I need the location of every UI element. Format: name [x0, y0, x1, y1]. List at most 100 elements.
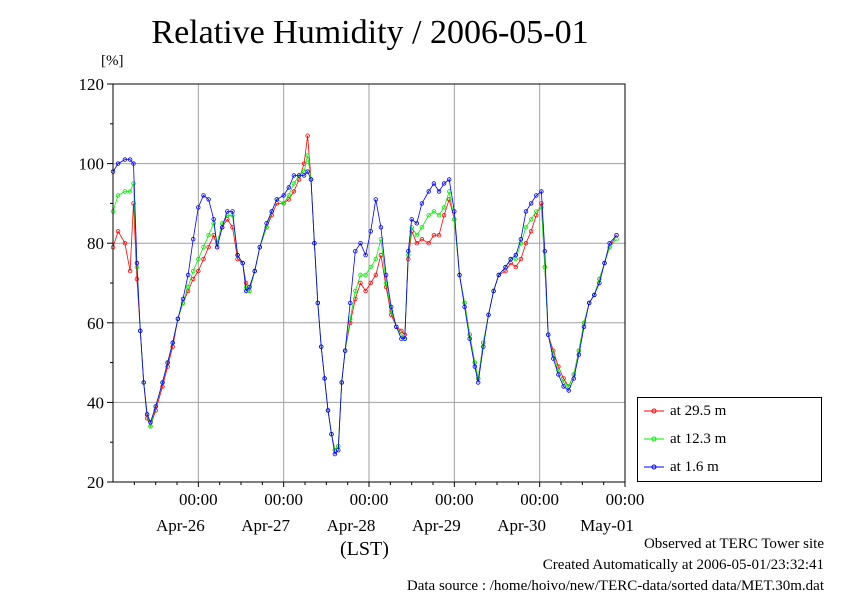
data-point: [230, 209, 235, 214]
data-point: [180, 300, 186, 306]
data-point: [551, 356, 556, 361]
data-point: [219, 225, 225, 230]
data-point: [281, 201, 286, 206]
data-point: [336, 448, 341, 453]
data-point: [286, 193, 291, 198]
data-point: [296, 173, 302, 178]
data-point: [431, 232, 437, 238]
data-point: [312, 240, 317, 246]
data-point: [447, 177, 452, 182]
data-point: [122, 157, 128, 162]
legend-label: at 29.5 m: [670, 402, 727, 419]
data-point: [426, 240, 431, 246]
data-point: [153, 404, 158, 409]
y-tick-label: 40: [87, 393, 104, 412]
data-point: [452, 217, 457, 222]
x-tick-time-label: 00:00: [435, 490, 474, 509]
legend-marker-12-3m: [644, 436, 664, 442]
data-point: [264, 221, 269, 226]
data-point: [247, 284, 252, 290]
x-tick-date-label: Apr-29: [412, 516, 461, 535]
data-point: [291, 173, 297, 178]
data-point: [301, 173, 307, 178]
data-point: [144, 412, 150, 417]
data-point: [206, 232, 211, 238]
data-point: [305, 153, 310, 158]
footer-source: Data source : /home/hoivo/new/TERC-data/…: [406, 578, 824, 594]
data-point: [389, 304, 394, 310]
y-axis-unit: [%]: [101, 53, 124, 69]
data-point: [394, 324, 399, 329]
data-point: [148, 420, 153, 425]
data-point: [196, 256, 201, 262]
data-point: [201, 244, 206, 250]
x-tick-time-label: 00:00: [520, 490, 559, 509]
data-point: [476, 380, 481, 385]
data-point: [115, 193, 121, 198]
data-point: [358, 272, 363, 278]
data-point: [339, 380, 344, 385]
data-point: [305, 169, 310, 174]
x-tick-time-label: 00:00: [179, 490, 218, 509]
data-point: [373, 272, 378, 278]
data-point: [467, 336, 472, 341]
data-point: [597, 280, 602, 286]
data-point: [542, 264, 547, 270]
data-point: [363, 288, 368, 294]
x-tick-date-label: Apr-26: [156, 516, 205, 535]
data-point: [491, 288, 496, 294]
x-tick-time-label: 00:00: [264, 490, 303, 509]
legend: at 29.5 m at 12.3 m at 1.6 m: [637, 397, 822, 482]
data-point: [419, 236, 425, 242]
footer-site: Observed at TERC Tower site: [643, 536, 824, 552]
data-point: [235, 256, 240, 262]
data-point: [348, 300, 353, 306]
series-group: [110, 133, 619, 457]
data-point: [566, 388, 571, 393]
data-point: [503, 268, 508, 274]
data-point: [363, 252, 368, 258]
data-point: [426, 189, 431, 194]
data-point: [452, 209, 457, 214]
data-point: [353, 248, 358, 254]
legend-item-12-3m: at 12.3 m: [644, 429, 726, 449]
data-point: [211, 217, 216, 222]
data-point: [503, 264, 508, 270]
data-point: [523, 209, 529, 214]
series-2: [110, 157, 619, 457]
data-point: [185, 284, 191, 290]
data-point: [539, 189, 544, 194]
data-point: [225, 209, 230, 214]
data-point: [196, 205, 201, 210]
data-point: [409, 217, 414, 222]
data-point: [508, 260, 513, 266]
data-point: [441, 181, 447, 186]
data-point: [170, 344, 175, 349]
data-point: [496, 272, 501, 278]
data-point: [414, 232, 419, 238]
data-point: [160, 380, 165, 385]
data-point: [201, 256, 206, 262]
data-point: [170, 340, 175, 345]
data-point: [281, 193, 286, 198]
data-point: [214, 244, 220, 250]
data-point: [539, 205, 544, 210]
data-point: [269, 209, 274, 214]
data-point: [441, 213, 447, 218]
data-point: [587, 300, 592, 306]
data-point: [252, 268, 257, 274]
data-point: [518, 236, 524, 242]
data-point: [122, 189, 128, 194]
legend-marker-1-6m: [644, 464, 664, 470]
data-point: [481, 344, 486, 349]
data-point: [436, 189, 442, 194]
data-point: [462, 304, 467, 310]
data-point: [431, 209, 437, 214]
data-point: [190, 236, 196, 242]
data-point: [383, 280, 389, 286]
data-point: [534, 209, 539, 214]
data-point: [240, 260, 245, 266]
data-point: [257, 244, 262, 250]
data-point: [115, 229, 121, 234]
